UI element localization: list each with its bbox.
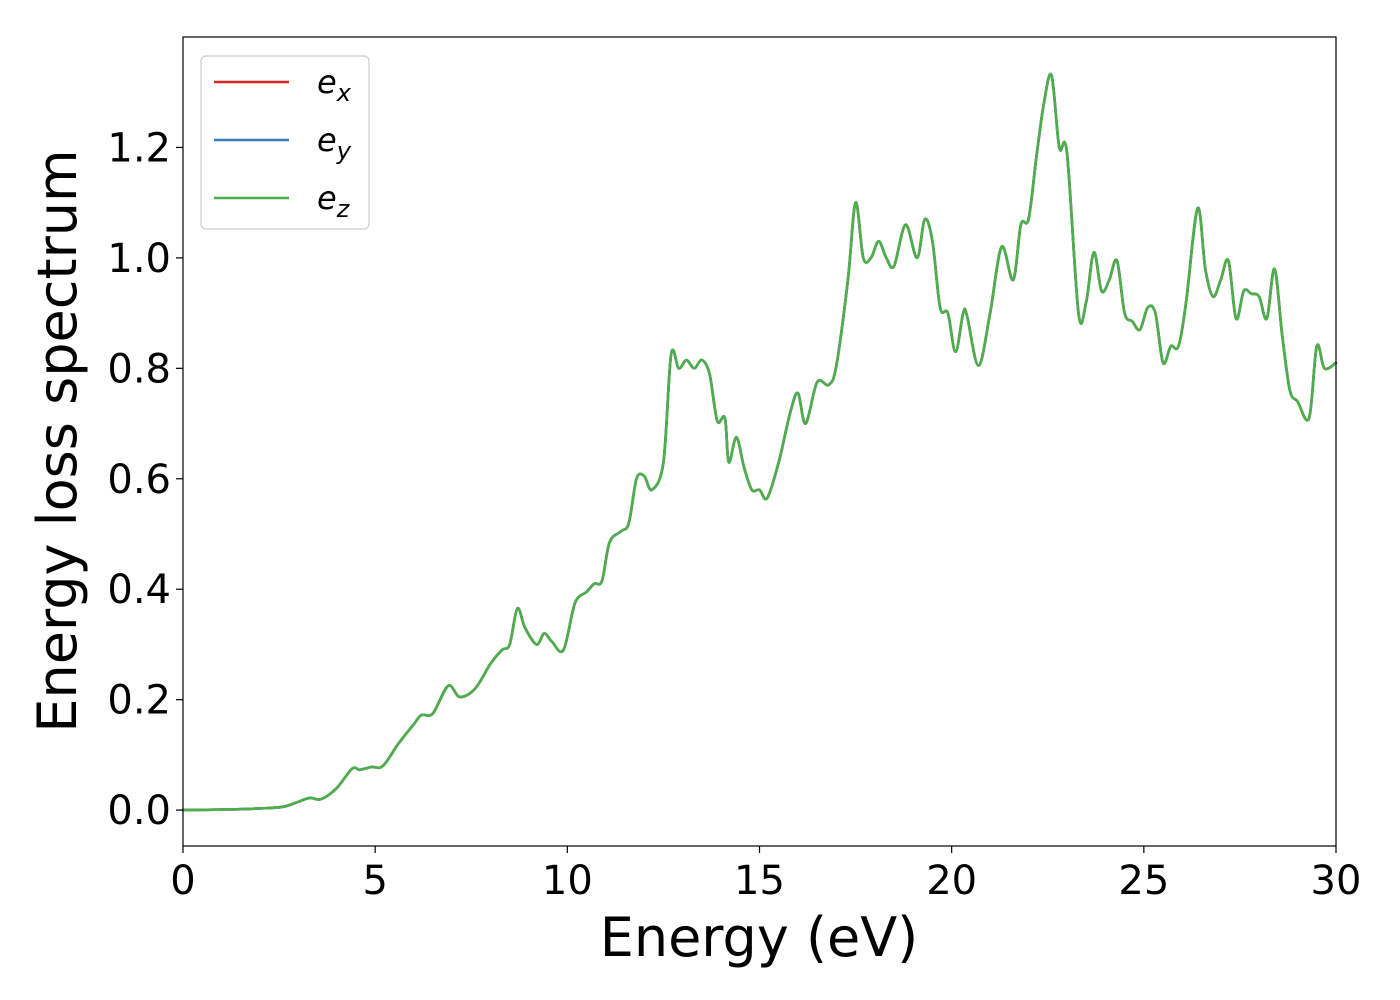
x-tick-label: 25 xyxy=(1118,858,1169,904)
legend-label-base: e xyxy=(317,63,337,101)
legend-label-subscript: x xyxy=(336,79,352,107)
series-layer xyxy=(181,72,1338,812)
x-tick-label: 10 xyxy=(542,858,593,904)
x-tick-label: 30 xyxy=(1311,858,1362,904)
y-tick-label: 0.2 xyxy=(107,678,171,724)
y-tick-label: 0.6 xyxy=(107,457,171,503)
x-tick-label: 5 xyxy=(362,858,387,904)
legend-label-base: e xyxy=(317,179,337,217)
x-axis-ticks: 0 5 10 15 20 25 30 xyxy=(170,846,1361,904)
y-tick-label: 1.2 xyxy=(107,125,171,171)
legend-label-y: ey xyxy=(317,121,352,165)
y-tick-label: 1.0 xyxy=(107,236,171,282)
x-tick-label: 20 xyxy=(926,858,977,904)
legend-label-z: ez xyxy=(317,179,351,223)
y-axis-label: Energy loss spectrum xyxy=(26,149,89,732)
legend-label-subscript: y xyxy=(336,137,352,165)
y-axis-ticks: 0.0 0.2 0.4 0.6 0.8 1.0 1.2 xyxy=(107,125,183,834)
y-tick-label: 0.8 xyxy=(107,346,171,392)
legend-label-subscript: z xyxy=(336,195,351,223)
legend-label-x: ex xyxy=(317,63,352,107)
legend-box xyxy=(200,55,370,230)
legend-label-base: e xyxy=(317,121,337,159)
x-tick-label: 0 xyxy=(170,858,195,904)
y-tick-label: 0.4 xyxy=(107,567,171,613)
x-axis-label: Energy (eV) xyxy=(600,906,919,969)
x-tick-label: 15 xyxy=(734,858,785,904)
series-line-z xyxy=(181,72,1338,812)
y-tick-label: 0.0 xyxy=(107,788,171,834)
